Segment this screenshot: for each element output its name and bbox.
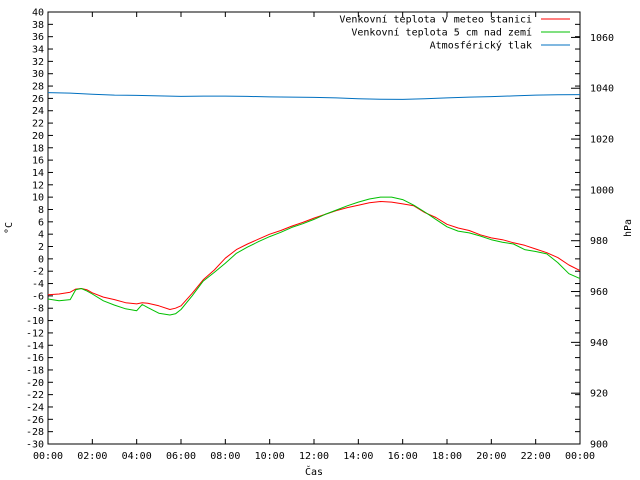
y2-tick-label: 1060 [590, 33, 614, 44]
y2-tick-label: 920 [590, 389, 608, 400]
y-tick-label: -8 [32, 304, 44, 315]
y-tick-label: 24 [32, 106, 44, 117]
y-tick-label: 32 [32, 57, 44, 68]
y-tick-label: 12 [32, 180, 44, 191]
legend-label-0: Venkovní teplota v meteo stanici [339, 14, 532, 26]
y-tick-label: 16 [32, 156, 44, 167]
x-tick-label: 16:00 [388, 451, 418, 462]
plot-frame [47, 11, 581, 445]
x-tick-label: 14:00 [343, 451, 373, 462]
y-tick-label: 34 [32, 45, 44, 56]
legend-label-2: Atmosférický tlak [430, 40, 532, 52]
y2-tick-label: 900 [590, 440, 608, 451]
y-tick-label: -30 [26, 440, 44, 451]
x-tick-label: 20:00 [476, 451, 506, 462]
x-tick-label: 00:00 [565, 451, 595, 462]
y-tick-label: 30 [32, 69, 44, 80]
right-axis: 900 920 940 960 980 1000 1020 1040 1060 [571, 33, 614, 451]
y-tick-label: -18 [26, 365, 44, 376]
legend-label-1: Venkovní teplota 5 cm nad zemí [351, 27, 532, 39]
y-tick-label: 14 [32, 168, 44, 179]
y-tick-label: -2 [32, 267, 44, 278]
y-tick-label: -24 [26, 402, 44, 413]
y2-tick-label: 1020 [590, 135, 614, 146]
x-tick-label: 00:00 [33, 451, 63, 462]
y-tick-label: 18 [32, 143, 44, 154]
y-tick-label: -10 [26, 316, 44, 327]
x-tick-label: 06:00 [166, 451, 196, 462]
series-line-2 [47, 92, 581, 100]
y-tick-label: 28 [32, 82, 44, 93]
y-tick-label: -4 [32, 279, 44, 290]
y-tick-label: -28 [26, 427, 44, 438]
y-tick-label: 40 [32, 8, 44, 19]
y-tick-label: 6 [38, 217, 44, 228]
x-tick-label: 10:00 [255, 451, 285, 462]
y-tick-label: 0 [38, 254, 44, 265]
y-tick-label: -26 [26, 415, 44, 426]
y-tick-label: -14 [26, 341, 44, 352]
y-tick-label: 2 [38, 242, 44, 253]
x-axis-label: Čas [305, 465, 323, 478]
legend: Venkovní teplota v meteo staniciVenkovní… [339, 14, 570, 52]
x-tick-label: 04:00 [122, 451, 152, 462]
x-tick-label: 02:00 [77, 451, 107, 462]
x-tick-label: 08:00 [210, 451, 240, 462]
y2-tick-label: 960 [590, 287, 608, 298]
y2-tick-label: 940 [590, 338, 608, 349]
y-tick-label: 36 [32, 32, 44, 43]
x-tick-label: 22:00 [521, 451, 551, 462]
y-tick-label: -20 [26, 378, 44, 389]
y2-tick-label: 980 [590, 236, 608, 247]
x-tick-label: 12:00 [299, 451, 329, 462]
series-line-1 [47, 196, 581, 316]
y-tick-label: -6 [32, 291, 44, 302]
y2-tick-label: 1040 [590, 84, 614, 95]
left-axis: -30-28-26-24-22-20-18-16-14-12-10-8-6-4-… [26, 8, 580, 451]
y2-axis-label: hPa [623, 219, 634, 237]
y-tick-label: 38 [32, 20, 44, 31]
y-axis-label: °C [4, 222, 15, 234]
y-tick-label: -16 [26, 353, 44, 364]
y-tick-label: -12 [26, 328, 44, 339]
y-tick-label: 8 [38, 205, 44, 216]
series-line-0 [47, 201, 581, 310]
y-tick-label: -22 [26, 390, 44, 401]
y-tick-label: 10 [32, 193, 44, 204]
y-tick-label: 26 [32, 94, 44, 105]
y-tick-label: 22 [32, 119, 44, 130]
y2-tick-label: 1000 [590, 185, 614, 196]
x-axis: 00:00 02:00 04:00 06:00 08:00 10:00 12:00 14:00… [33, 12, 595, 462]
y-tick-label: 4 [38, 230, 44, 241]
y-tick-label: 20 [32, 131, 44, 142]
series-layer [47, 92, 581, 316]
x-tick-label: 18:00 [432, 451, 462, 462]
